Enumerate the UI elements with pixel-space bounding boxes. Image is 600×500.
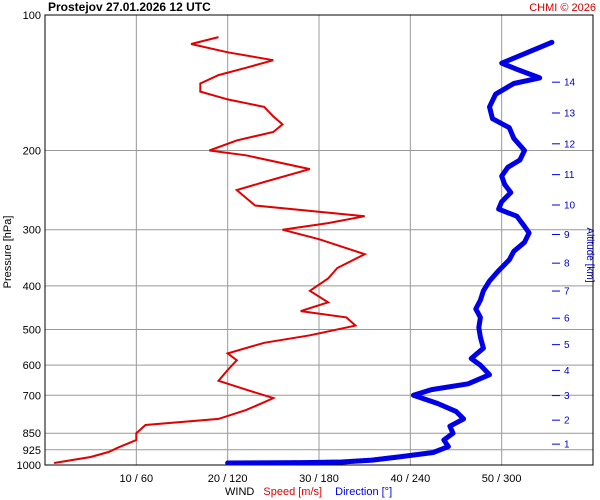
direction-point — [392, 455, 398, 460]
altitude-tick-label: 1 — [564, 440, 570, 451]
direction-point — [282, 460, 288, 466]
wind-tick-label: 10 / 60 — [120, 473, 154, 485]
wind-tick-label: 40 / 240 — [390, 473, 430, 485]
direction-unit-label: Direction [°] — [335, 486, 392, 498]
pressure-axis-label: Pressure [hPa] — [2, 216, 14, 289]
altitude-tick-label: 4 — [564, 366, 570, 377]
altitude-tick-label: 6 — [564, 314, 570, 325]
credit-label: CHMI © 2026 — [529, 2, 596, 14]
direction-point — [329, 459, 335, 465]
wind-axis-label: WIND Speed [m/s] Direction [°] — [225, 486, 392, 498]
direction-point — [362, 458, 368, 463]
direction-point — [315, 460, 321, 465]
direction-point — [272, 460, 278, 466]
direction-point — [334, 459, 340, 465]
direction-point — [325, 459, 330, 465]
pressure-tick-label: 400 — [23, 281, 41, 293]
direction-series — [225, 39, 555, 466]
direction-point — [366, 457, 371, 463]
wind-tick-label: 20 / 120 — [208, 473, 248, 485]
direction-point — [347, 459, 352, 464]
direction-point — [350, 458, 356, 464]
pressure-tick-label: 925 — [23, 445, 41, 457]
speed-series-line — [53, 36, 368, 464]
direction-point — [343, 459, 349, 465]
wind-tick-label: 30 / 180 — [299, 473, 339, 485]
altitude-tick-label: 14 — [564, 78, 576, 89]
altitude-tick-label: 8 — [564, 259, 570, 270]
pressure-tick-label: 500 — [23, 325, 41, 337]
plot-area-border — [44, 14, 594, 466]
direction-point — [320, 459, 326, 465]
pressure-tick-label: 100 — [23, 10, 41, 22]
altitude-tick-label: 11 — [564, 170, 575, 181]
direction-point — [310, 460, 316, 465]
altitude-tick-label: 5 — [564, 340, 570, 351]
altitude-tick-label: 2 — [564, 416, 570, 427]
wind-axis: 10 / 60 20 / 120 30 / 180 40 / 240 50 / 300 — [120, 473, 522, 485]
direction-point — [306, 460, 311, 465]
speed-unit-label: Speed [m/s] — [263, 486, 322, 498]
direction-point — [339, 459, 345, 465]
pressure-tick-label: 1000 — [17, 460, 41, 472]
chart-title: Prostejov 27.01.2026 12 UTC — [48, 0, 211, 14]
direction-point — [301, 460, 307, 466]
pressure-tick-label: 300 — [23, 225, 41, 237]
altitude-axis-label: Altitude [km] — [584, 227, 595, 282]
pressure-axis: 100 200 300 400 500 600 700 850 925 1000 — [17, 10, 41, 472]
direction-point — [291, 460, 297, 466]
wind-tick-label: 50 / 300 — [482, 473, 522, 485]
direction-point — [234, 460, 240, 466]
grid-lines — [45, 15, 593, 465]
altitude-tick-label: 3 — [564, 391, 570, 402]
direction-series-line — [225, 39, 555, 466]
pressure-tick-label: 600 — [23, 360, 41, 372]
altitude-tick-label: 7 — [564, 287, 570, 298]
direction-point — [225, 460, 231, 466]
altitude-tick-label: 12 — [564, 139, 576, 150]
direction-point — [354, 458, 360, 464]
altitude-tick-label: 10 — [564, 200, 576, 211]
altitude-tick-label: 9 — [564, 230, 570, 241]
direction-point — [253, 460, 259, 466]
pressure-tick-label: 700 — [23, 390, 41, 402]
direction-point — [358, 458, 364, 464]
direction-point — [244, 460, 250, 466]
altitude-tick-label: 13 — [564, 108, 576, 119]
pressure-tick-label: 200 — [23, 145, 41, 157]
direction-point — [263, 460, 269, 466]
wind-label: WIND — [225, 486, 254, 498]
pressure-tick-label: 850 — [23, 428, 41, 440]
